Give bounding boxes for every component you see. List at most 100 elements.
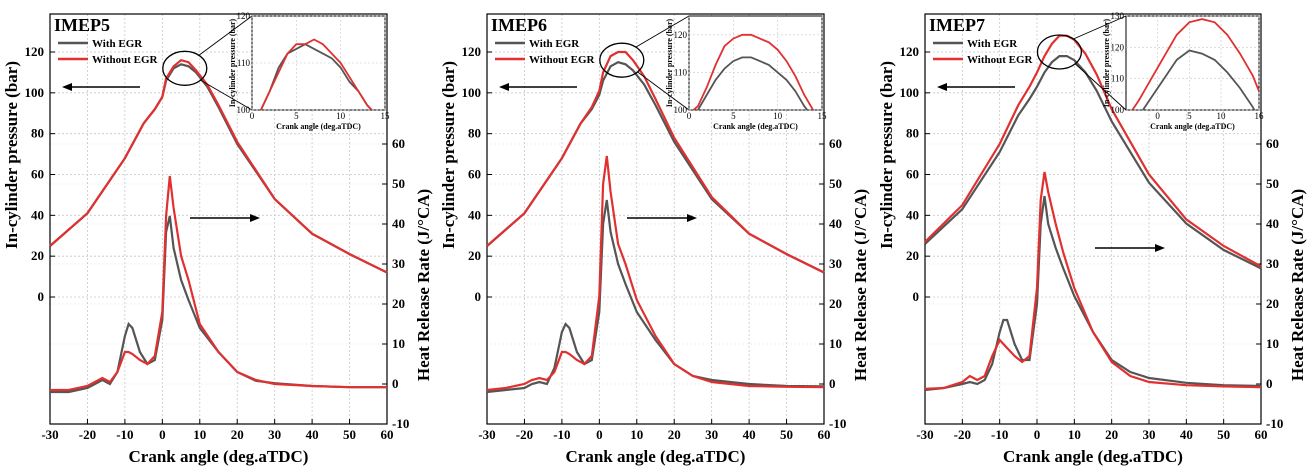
- y-tick-label: 20: [468, 248, 481, 263]
- hrr-line-with-egr: [486, 199, 825, 394]
- inset-y-tick-label: 100: [674, 105, 688, 115]
- y-tick-label: 80: [906, 126, 919, 141]
- axis-arrows: [937, 83, 1165, 252]
- y2-tick-label: 10: [829, 336, 842, 351]
- y2-axis-title: Heat Release Rate (J/°CA): [1288, 189, 1307, 381]
- inset-y-tick-label: 110: [1111, 74, 1125, 84]
- pressure-line-without-egr: [49, 58, 388, 274]
- y2-axis-title: Heat Release Rate (J/°CA): [414, 189, 433, 381]
- inset-line-with-egr: [696, 56, 809, 110]
- x-tick-label: 30: [268, 427, 281, 442]
- legend-label-with-egr: With EGR: [967, 38, 1018, 50]
- inset-x-tick-label: 5: [294, 111, 299, 121]
- y2-tick-label: 10: [1266, 336, 1279, 351]
- legend: With EGR Without EGR: [495, 38, 596, 66]
- y-tick-label: 80: [31, 126, 44, 141]
- y2-tick-label: 0: [1266, 376, 1273, 391]
- x-tick-label: 50: [780, 427, 793, 442]
- y-tick-label: 60: [468, 167, 481, 182]
- x-tick-label: 20: [231, 427, 244, 442]
- inset-line-without-egr: [259, 38, 373, 110]
- x-tick-label: 60: [818, 427, 831, 442]
- y2-axis-title: Heat Release Rate (J/°CA): [851, 189, 870, 381]
- x-tick-label: -20: [954, 427, 971, 442]
- hrr-line-with-egr: [924, 195, 1262, 392]
- right-arrowhead: [687, 214, 697, 222]
- y-tick-label: 0: [38, 289, 45, 304]
- inset-x-tick-label: 0: [1155, 111, 1160, 121]
- inset-x-tick-label: 15: [381, 111, 391, 121]
- y2-tick-label: 20: [829, 296, 842, 311]
- inset-y-axis-title: In-cylinder pressure (bar): [1102, 18, 1111, 107]
- x-tick-label: 0: [596, 427, 603, 442]
- grid: [486, 14, 825, 425]
- y2-tick-label: 60: [829, 136, 842, 151]
- x-tick-label: 10: [193, 427, 206, 442]
- y2-tick-label: -10: [829, 416, 846, 431]
- x-axis-title: Crank angle (deg.aTDC): [129, 447, 309, 466]
- legend: With EGR Without EGR: [933, 38, 1034, 66]
- inset-line-without-egr: [1131, 18, 1259, 110]
- x-tick-label: 0: [159, 427, 166, 442]
- x-tick-label: -10: [116, 427, 133, 442]
- zoom-connector: [1073, 15, 1127, 40]
- x-axis-title: Crank angle (deg.aTDC): [566, 447, 746, 466]
- zoom-ellipse: [162, 50, 208, 86]
- y2-tick-label: 30: [829, 256, 842, 271]
- panel-title: IMEP5: [54, 15, 110, 35]
- inset-x-axis-title: Crank angle (deg.aTDC): [1150, 122, 1235, 131]
- zoom-connector: [635, 15, 690, 48]
- x-tick-label: -10: [553, 427, 570, 442]
- y2-tick-label: 40: [392, 216, 405, 231]
- legend-label-without-egr: Without EGR: [529, 54, 596, 66]
- y-tick-label: 20: [906, 248, 919, 263]
- x-tick-label: 10: [1068, 427, 1081, 442]
- y-tick-label: 120: [900, 44, 920, 59]
- zoom-connector: [1075, 63, 1127, 111]
- x-tick-label: 60: [381, 427, 394, 442]
- inset-frame: [1125, 15, 1260, 111]
- inset-y-tick-label: 130: [1111, 11, 1125, 21]
- inset-y-tick-label: 120: [1111, 42, 1125, 52]
- panel-title: IMEP6: [491, 15, 547, 35]
- inset-series: [1131, 18, 1259, 110]
- inset-x-axis-title: Crank angle (deg.aTDC): [276, 122, 361, 131]
- y-axis-title: In-cylinder pressure (bar): [877, 61, 896, 249]
- inset-plot: 0 5 10 16 100 110 120 130 Crank angle (deg.aTDC)…: [1102, 11, 1265, 131]
- left-arrowhead: [62, 83, 72, 91]
- y2-tick-label: 30: [392, 256, 405, 271]
- inset-x-tick-label: 16: [1255, 111, 1265, 121]
- right-arrowhead: [1155, 244, 1165, 252]
- inset-series: [259, 38, 373, 110]
- y-tick-label: 0: [913, 289, 920, 304]
- inset-line-with-egr: [1141, 49, 1256, 110]
- x-axis-title: Crank angle (deg.aTDC): [1003, 447, 1183, 466]
- x-tick-label: 20: [1105, 427, 1118, 442]
- legend: With EGR Without EGR: [58, 38, 159, 66]
- pressure-line-with-egr: [924, 55, 1262, 270]
- y2-tick-label: 50: [392, 176, 405, 191]
- y2-tick-label: 20: [1266, 296, 1279, 311]
- inset-x-axis-title: Crank angle (deg.aTDC): [713, 122, 798, 131]
- inset-series: [692, 33, 814, 110]
- inset-frame: [251, 15, 386, 111]
- y-tick-label: 20: [31, 248, 44, 263]
- y-tick-label: 100: [462, 85, 482, 100]
- y-axis-title: In-cylinder pressure (bar): [2, 61, 21, 249]
- inset-x-tick-label: 0: [250, 111, 255, 121]
- axis-arrows: [62, 83, 260, 222]
- inset-x-tick-label: 0: [687, 111, 692, 121]
- y-tick-label: 120: [25, 44, 45, 59]
- inset-line-without-egr: [692, 33, 814, 110]
- inset-x-tick-label: 5: [1187, 111, 1192, 121]
- inset-x-tick-label: 15: [818, 111, 828, 121]
- inset-y-tick-label: 110: [674, 67, 688, 77]
- inset-x-tick-label: 10: [773, 111, 783, 121]
- y-tick-label: 60: [906, 167, 919, 182]
- x-tick-label: 40: [1180, 427, 1193, 442]
- zoom-connector: [198, 15, 253, 56]
- zoom-ellipse: [599, 42, 645, 78]
- y2-tick-label: 60: [1266, 136, 1279, 151]
- axis-arrows: [499, 83, 697, 222]
